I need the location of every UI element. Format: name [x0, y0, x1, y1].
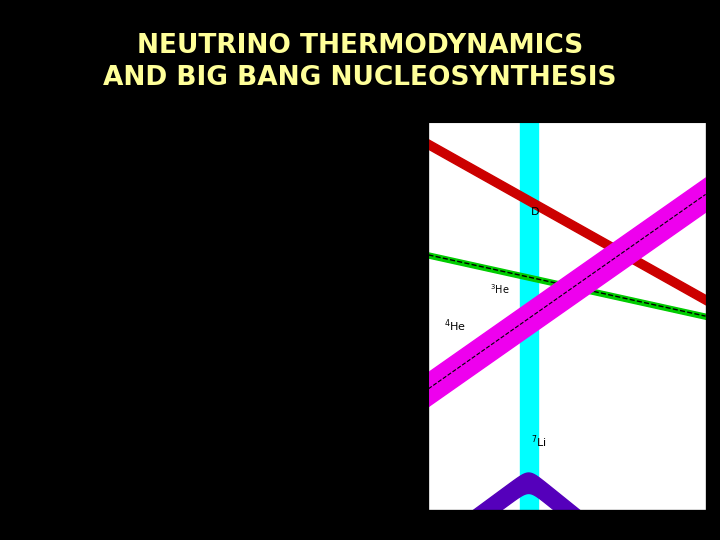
X-axis label: $\Omega_b h^2$: $\Omega_b h^2$ [553, 85, 581, 104]
Text: $^3$He: $^3$He [490, 282, 510, 296]
Text: $^4$He: $^4$He [444, 318, 467, 334]
Y-axis label: $Y_p$: $Y_p$ [382, 300, 396, 316]
Bar [520, 122, 539, 510]
X-axis label: $\eta$: $\eta$ [562, 538, 572, 540]
Text: D: D [531, 207, 539, 217]
Text: NEUTRINO THERMODYNAMICS: NEUTRINO THERMODYNAMICS [137, 33, 583, 59]
Text: $^7$Li: $^7$Li [531, 434, 546, 450]
Text: AND BIG BANG NUCLEOSYNTHESIS: AND BIG BANG NUCLEOSYNTHESIS [103, 65, 617, 91]
